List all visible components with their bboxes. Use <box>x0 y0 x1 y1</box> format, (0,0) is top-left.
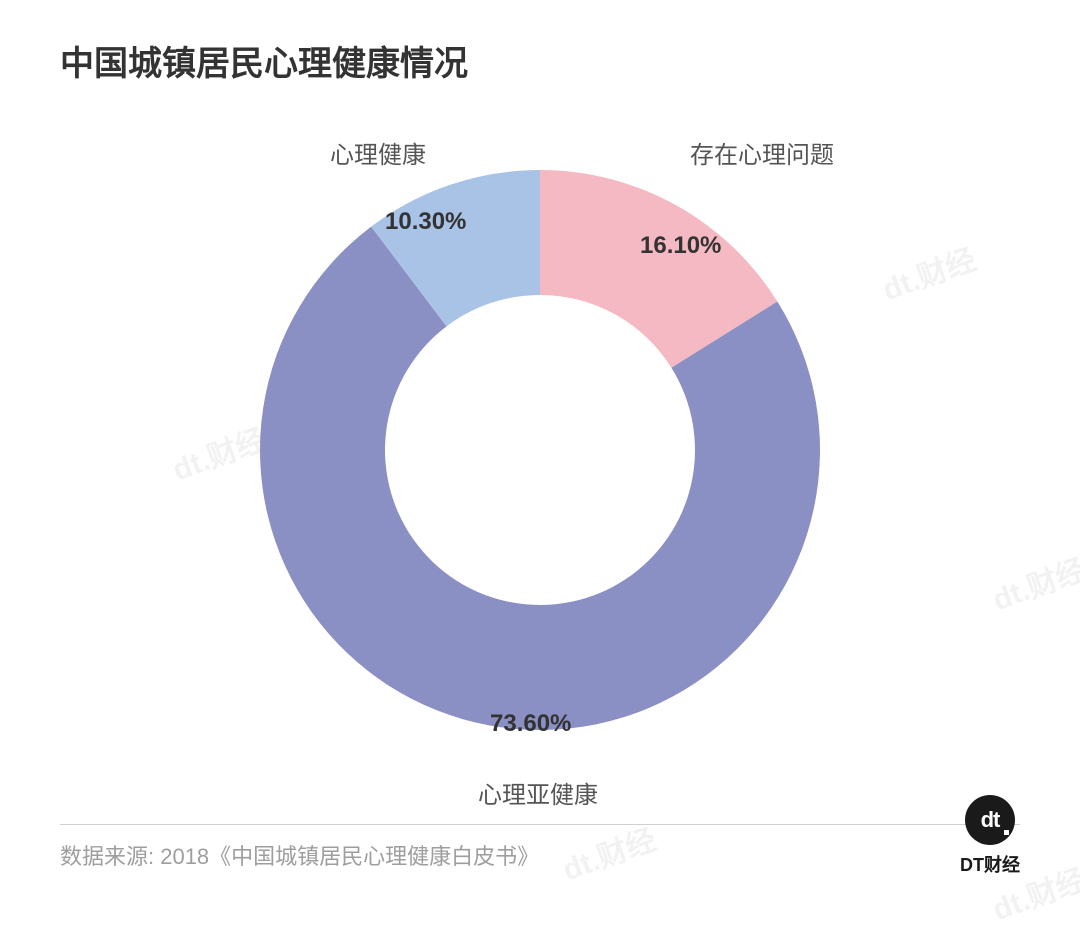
segment-value: 73.60% <box>490 710 571 738</box>
segment-label: 心理亚健康 <box>478 775 598 810</box>
data-source: 数据来源: 2018《中国城镇居民心理健康白皮书》 <box>60 839 539 871</box>
segment-value: 10.30% <box>385 208 466 236</box>
brand-logo-text: dt <box>981 807 1000 833</box>
brand-block: dt DT财经 <box>960 795 1020 877</box>
brand-name: DT财经 <box>960 851 1020 877</box>
segment-value: 16.10% <box>640 232 721 260</box>
donut-chart: 存在心理问题 16.10% 心理亚健康 73.60% 心理健康 10.30% <box>0 0 1080 901</box>
segment-label: 心理健康 <box>330 135 426 170</box>
donut-svg <box>0 0 1080 901</box>
brand-logo-icon: dt <box>965 795 1015 845</box>
footer-divider <box>60 824 1020 825</box>
brand-logo-dot <box>1004 830 1009 835</box>
segment-label: 存在心理问题 <box>690 135 834 170</box>
